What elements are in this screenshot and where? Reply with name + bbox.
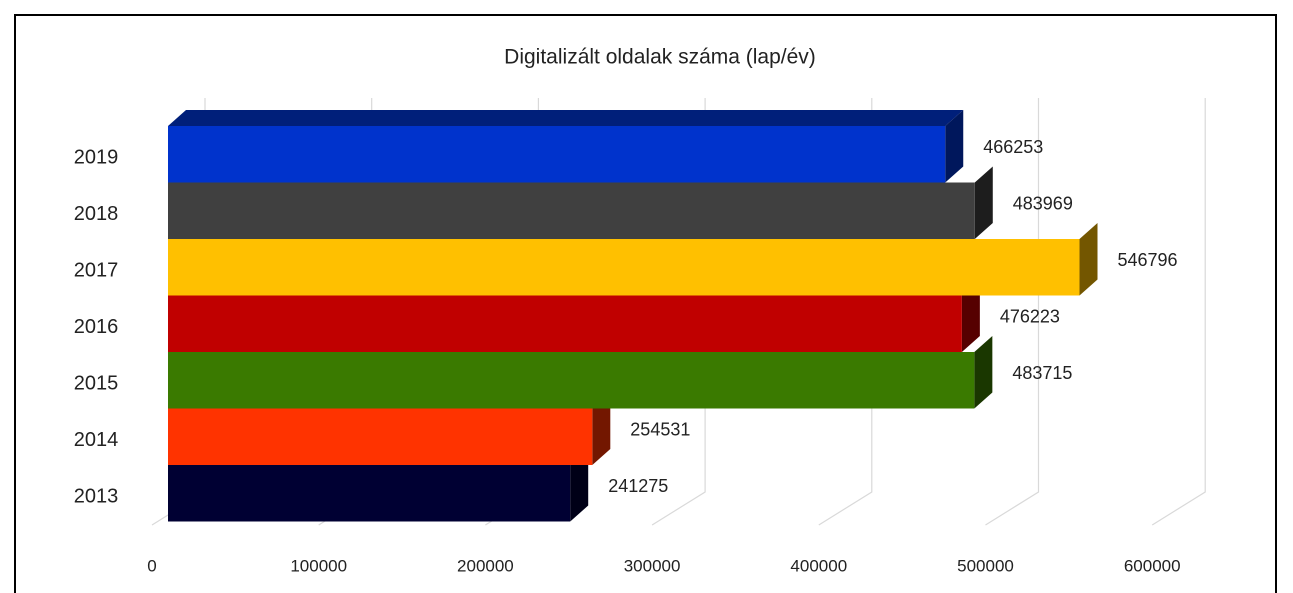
bar-side	[974, 336, 993, 409]
value-label: 546796	[1118, 250, 1178, 270]
value-label: 241275	[608, 476, 668, 496]
x-tick-label: 100000	[290, 556, 347, 575]
x-tick-label: 400000	[790, 556, 847, 575]
value-label: 483715	[1012, 363, 1072, 383]
chart-title: Digitalizált oldalak száma (lap/év)	[504, 46, 816, 69]
bar-side	[592, 392, 611, 465]
y-tick-label: 2019	[74, 147, 119, 169]
value-label: 254531	[630, 420, 690, 440]
bar-side	[961, 279, 980, 352]
y-tick-label: 2014	[74, 429, 119, 451]
bar-side	[974, 166, 993, 239]
value-label: 483969	[1013, 194, 1073, 214]
x-tick-label: 500000	[957, 556, 1014, 575]
bar	[168, 182, 975, 239]
grid-line	[985, 98, 1040, 526]
bar	[168, 352, 975, 409]
bar	[168, 239, 1080, 296]
bar	[168, 408, 593, 465]
bar	[168, 295, 962, 352]
grid-line	[1151, 98, 1206, 526]
bar-side	[570, 449, 589, 522]
x-tick-label: 0	[147, 556, 156, 575]
frame	[14, 14, 1277, 593]
x-tick-label: 600000	[1124, 556, 1181, 575]
y-tick-label: 2015	[74, 373, 119, 395]
value-label: 476223	[1000, 307, 1060, 327]
value-label: 466253	[983, 137, 1043, 157]
y-tick-label: 2013	[74, 486, 119, 508]
bar	[168, 465, 571, 522]
bar-top	[168, 110, 964, 126]
y-tick-label: 2017	[74, 260, 119, 282]
x-tick-label: 200000	[457, 556, 514, 575]
y-tick-label: 2016	[74, 316, 119, 338]
bar-side	[945, 110, 964, 183]
bar-side	[1079, 223, 1098, 296]
x-tick-label: 300000	[624, 556, 681, 575]
y-tick-label: 2018	[74, 203, 119, 225]
bar	[168, 126, 946, 183]
